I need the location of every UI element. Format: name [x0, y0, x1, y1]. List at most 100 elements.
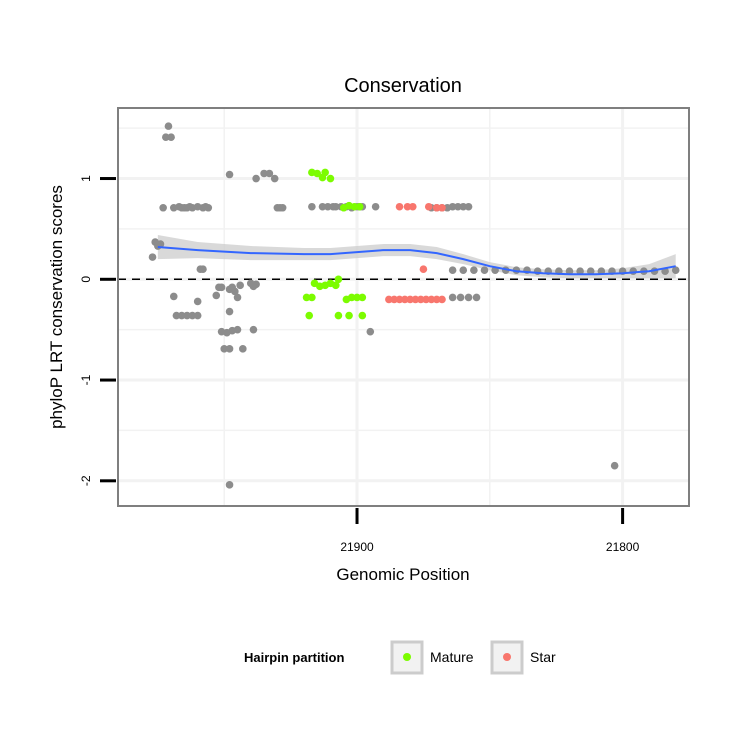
x-tick-label: 21800	[606, 540, 640, 554]
point-other	[448, 266, 457, 275]
point-other	[172, 311, 181, 320]
chart-title: Conservation	[344, 75, 462, 97]
point-other	[225, 170, 234, 179]
point-other	[236, 281, 244, 290]
point-other	[472, 293, 481, 302]
point-mature	[347, 293, 356, 302]
point-other	[169, 292, 178, 301]
point-other	[671, 266, 680, 275]
legend-dot-mature	[403, 653, 411, 661]
x-axis-title: Genomic Position	[336, 565, 469, 584]
point-other	[204, 203, 213, 212]
point-other	[324, 202, 332, 211]
point-other	[331, 202, 340, 211]
legend-label-mature: Mature	[430, 649, 474, 665]
point-other	[193, 311, 202, 320]
point-other	[233, 325, 242, 334]
y-tick-label: 1	[79, 175, 93, 182]
point-other	[318, 202, 327, 211]
panel	[117, 107, 690, 507]
point-other	[239, 345, 247, 353]
confidence-band	[157, 234, 676, 279]
point-star	[416, 295, 425, 304]
point-other	[480, 266, 489, 275]
point-mature	[355, 202, 364, 211]
point-other	[183, 203, 191, 212]
point-star	[408, 202, 417, 211]
point-other	[565, 267, 574, 276]
point-mature	[345, 311, 353, 320]
point-star	[395, 295, 404, 304]
point-other	[459, 202, 468, 211]
point-other	[454, 202, 462, 211]
point-star	[406, 295, 414, 304]
point-mature	[302, 293, 311, 302]
point-other	[156, 240, 165, 248]
point-other	[188, 311, 197, 320]
point-star	[438, 203, 446, 212]
point-other	[225, 307, 234, 316]
point-mature	[350, 202, 359, 211]
point-other	[217, 327, 226, 336]
point-star	[424, 202, 433, 211]
point-mature	[358, 311, 367, 320]
point-mature	[334, 311, 343, 320]
panel-border	[117, 107, 690, 507]
point-other	[233, 293, 242, 302]
point-other	[260, 169, 268, 178]
legend: Hairpin partition Mature Star	[244, 640, 556, 675]
point-star	[427, 295, 436, 304]
point-star	[403, 202, 412, 211]
point-other	[199, 203, 207, 212]
x-axis: 21900 21800	[340, 508, 640, 554]
x-tick-label: 21900	[340, 540, 374, 554]
point-other	[366, 327, 375, 336]
point-star	[419, 265, 428, 274]
point-other	[464, 202, 473, 211]
point-other	[629, 267, 638, 276]
point-star	[411, 295, 420, 304]
y-tick-label: -2	[79, 475, 93, 486]
point-other	[167, 133, 175, 142]
point-other	[470, 266, 478, 275]
point-star	[438, 295, 446, 304]
point-other	[177, 311, 186, 320]
point-other	[188, 203, 197, 212]
point-other	[448, 293, 457, 302]
point-other	[459, 266, 468, 275]
point-other	[249, 325, 258, 334]
point-mature	[308, 293, 316, 302]
panel-background	[118, 108, 689, 506]
point-other	[225, 285, 234, 294]
point-mature	[353, 293, 361, 302]
y-tick-label: -1	[79, 374, 93, 385]
point-other	[159, 203, 167, 212]
point-mature	[358, 293, 367, 302]
legend-dot-star	[503, 653, 511, 661]
point-other	[265, 169, 274, 178]
point-other	[225, 345, 234, 353]
point-other	[246, 279, 255, 288]
point-other	[448, 202, 457, 211]
y-tick-label: 0	[79, 276, 93, 283]
point-star	[422, 295, 430, 304]
point-other	[183, 311, 191, 320]
y-axis: -2 -1 0 1	[79, 175, 116, 486]
point-other	[162, 133, 170, 142]
confidence-band-group	[157, 234, 676, 279]
point-other	[212, 291, 221, 300]
point-mature	[326, 174, 335, 183]
point-other	[308, 202, 316, 211]
point-other	[610, 461, 619, 470]
point-other	[164, 122, 173, 130]
point-other	[252, 174, 260, 183]
point-other	[464, 293, 473, 302]
point-other	[193, 297, 202, 306]
point-other	[225, 481, 234, 489]
point-star	[401, 295, 409, 304]
point-other	[371, 202, 380, 211]
point-star	[432, 295, 441, 304]
point-star	[432, 203, 441, 212]
y-axis-title: phyloP LRT conservation scores	[47, 185, 66, 429]
